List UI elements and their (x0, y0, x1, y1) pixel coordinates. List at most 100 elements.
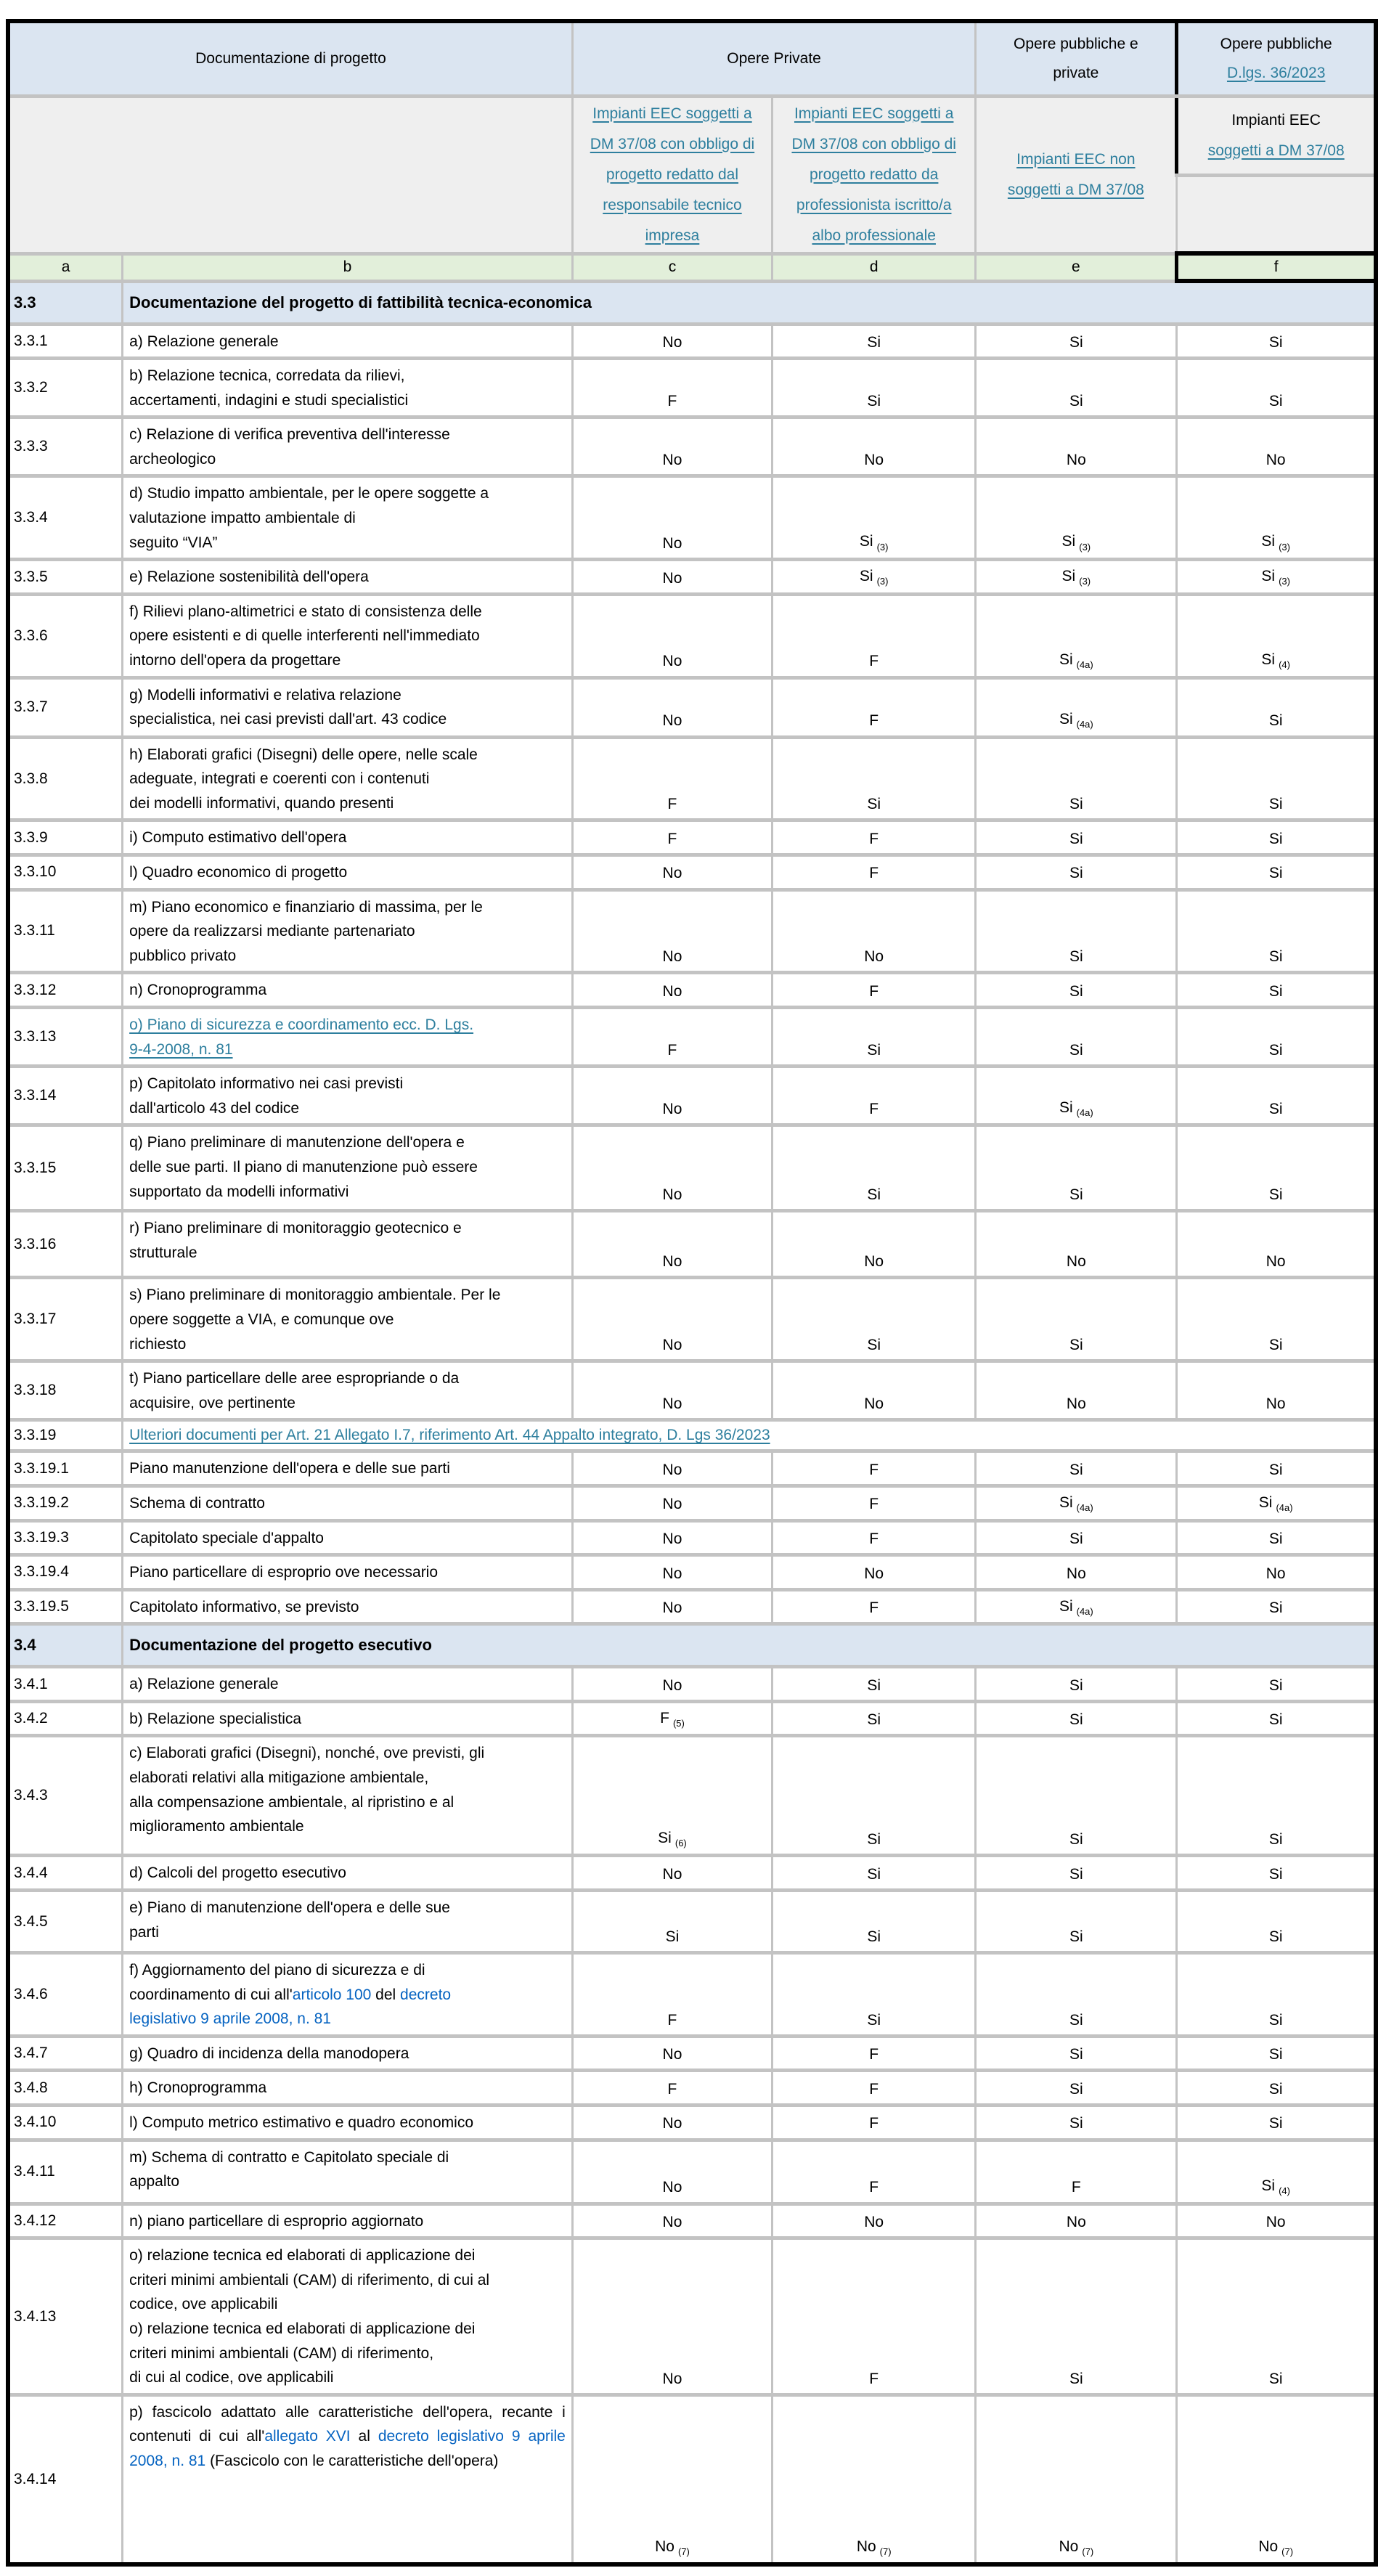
value-text: Si (1069, 1461, 1083, 1478)
footnote-ref: (4a) (1076, 659, 1093, 671)
value-text: Si (1261, 651, 1276, 668)
row-number-cell: 3.3.19.4 (10, 1553, 124, 1591)
doc-link[interactable]: D.lgs. 36/2023 (1226, 64, 1326, 81)
doc-link[interactable]: soggetti a DM 37/08 (1207, 142, 1345, 159)
doc-link[interactable]: Impianti EEC soggetti a DM 37/08 con obb… (590, 105, 755, 244)
value-text: No (662, 1865, 682, 1883)
value-cell-d: F (771, 2137, 977, 2206)
description-cell: g) Quadro di incidenza della manodopera (121, 2034, 574, 2073)
value-cell-f: Si (1175, 853, 1374, 892)
header-documentazione-di-progetto: Documentazione di progetto (10, 23, 574, 98)
footnote-ref: (3) (1279, 576, 1290, 587)
value-text: F (667, 1041, 677, 1059)
row-number-cell: 3.4.3 (10, 1734, 124, 1858)
footnote-ref: (4a) (1076, 1106, 1093, 1118)
value-text: Si (1268, 1865, 1283, 1883)
value-text: No (864, 1395, 884, 1413)
text-run: l) Computo metrico estimativo e quadro e… (129, 2114, 473, 2132)
description-cell: d) Studio impatto ambientale, per le ope… (121, 474, 574, 562)
value-text: No (864, 452, 884, 469)
value-text: F (869, 2046, 879, 2063)
doc-link[interactable]: o) Piano di sicurezza e coordinamento ec… (129, 1016, 474, 1058)
value-cell-e: Si (4a) (974, 1064, 1178, 1128)
value-text: No (1066, 1253, 1086, 1271)
value-text: No (662, 1565, 682, 1582)
value-cell-f: Si (1175, 2103, 1374, 2142)
value-text: F (869, 712, 879, 730)
value-cell-e: Si (4a) (974, 1483, 1178, 1523)
value-cell-c: No (571, 1359, 774, 1422)
value-text: Si (1069, 2011, 1083, 2029)
text-run: h) Cronoprogramma (129, 2079, 267, 2097)
value-cell-d: No (771, 2201, 977, 2241)
value-cell-e: Si (3) (974, 558, 1178, 596)
value-text: No (1265, 1565, 1286, 1582)
value-text: No (662, 333, 682, 351)
value-cell-e: Si (974, 1005, 1178, 1069)
row-number-cell: 3.3.18 (10, 1359, 124, 1422)
value-cell-d: Si (771, 1005, 977, 1069)
value-cell-d: Si (771, 1123, 977, 1213)
doc-link[interactable]: Ulteriori documenti per Art. 21 Allegato… (129, 1427, 770, 1444)
value-text: No (662, 1530, 682, 1547)
value-text: No (1258, 2538, 1279, 2555)
value-text: Si (1059, 651, 1073, 668)
row-number-cell: 3.4 (10, 1622, 124, 1669)
value-text: F (667, 796, 677, 813)
value-text: Si (1268, 865, 1283, 882)
row-number-cell: 3.4.8 (10, 2068, 124, 2108)
text-run: l) Quadro economico di progetto (129, 864, 348, 881)
value-cell-c: No (571, 558, 774, 596)
value-text: No (864, 1253, 884, 1271)
value-cell-e: Si (974, 853, 1178, 892)
table-row-3.3.19.4: 3.3.19.4 Piano particellare di esproprio … (10, 1553, 1374, 1591)
row-number-cell: 3.3.17 (10, 1276, 124, 1364)
doc-link[interactable]: Impianti EEC non soggetti a DM 37/08 (1007, 150, 1144, 198)
doc-link[interactable]: articolo 100 (292, 1986, 372, 2003)
value-text: No (662, 535, 682, 553)
description-cell: s) Piano preliminare di monitoraggio amb… (121, 1276, 574, 1364)
footnote-ref: (3) (1279, 541, 1290, 553)
header-impianti-professionista: Impianti EEC soggetti a DM 37/08 con obb… (771, 94, 977, 256)
table-row-3.3: 3.3 Documentazione del progetto di fattib… (10, 279, 1374, 326)
value-cell-c: No (571, 1553, 774, 1591)
row-number-cell: 3.3.1 (10, 322, 124, 361)
value-text: Si (1268, 1831, 1283, 1849)
value-cell-f: No (7) (1175, 2392, 1374, 2563)
value-cell-d: Si (771, 1276, 977, 1364)
value-text: Si (1268, 2370, 1283, 2387)
value-text: Si (867, 1676, 881, 1694)
description-cell: Schema di contratto (121, 1483, 574, 1523)
row-number-cell: 3.3.8 (10, 735, 124, 823)
value-text: Si (867, 1186, 881, 1204)
row-number-cell: 3.4.6 (10, 1951, 124, 2038)
value-cell-e: Si (974, 1951, 1178, 2038)
doc-link[interactable]: Impianti EEC soggetti a DM 37/08 con obb… (791, 105, 956, 244)
text-run: m) Schema di contratto e Capitolato spec… (129, 2148, 449, 2190)
table-row-3.3.19.5: 3.3.19.5 Capitolato informativo, se previ… (10, 1587, 1374, 1626)
table-row-3.3.3: 3.3.3 c) Relazione di verifica preventiva… (10, 415, 1374, 478)
table-row-3.4.8: 3.4.8 h) Cronoprogramma F F Si Si (10, 2068, 1374, 2108)
description-cell: f) Rilievi plano-altimetrici e stato di … (121, 592, 574, 680)
value-text: F (869, 1461, 879, 1478)
column-letter-c: c (571, 251, 774, 283)
description-cell: Piano manutenzione dell'opera e delle su… (121, 1449, 574, 1488)
doc-link[interactable]: decreto legislativo 9 aprile 2008, n. 81 (129, 1986, 452, 2028)
table-row-3.4.10: 3.4.10 l) Computo metrico estimativo e qu… (10, 2103, 1374, 2142)
doc-link[interactable]: allegato XVI (264, 2428, 351, 2445)
table-row-3.4.2: 3.4.2 b) Relazione specialistica F (5) Si Si S… (10, 1699, 1374, 1738)
footnote-ref: (4) (1279, 2185, 1290, 2197)
value-text: No (1066, 2214, 1086, 2231)
value-text: Si (1069, 1530, 1083, 1547)
value-cell-f: Si (1175, 1699, 1374, 1738)
text-run: o) relazione tecnica ed elaborati di app… (129, 2247, 490, 2387)
text-run: b) Relazione tecnica, corredata da rilie… (129, 367, 409, 409)
header-opere-pubbliche-dlgs: Opere pubbliche D.lgs. 36/2023 (1175, 23, 1374, 98)
value-text: No (864, 1565, 884, 1582)
value-cell-f: Si (1175, 1123, 1374, 1213)
description-cell: h) Elaborati grafici (Disegni) delle ope… (121, 735, 574, 823)
table-row-3.3.15: 3.3.15 q) Piano preliminare di manutenzio… (10, 1123, 1374, 1213)
value-cell-c: No (571, 322, 774, 361)
value-text: No (662, 948, 682, 966)
value-text: Si (1059, 1099, 1073, 1116)
